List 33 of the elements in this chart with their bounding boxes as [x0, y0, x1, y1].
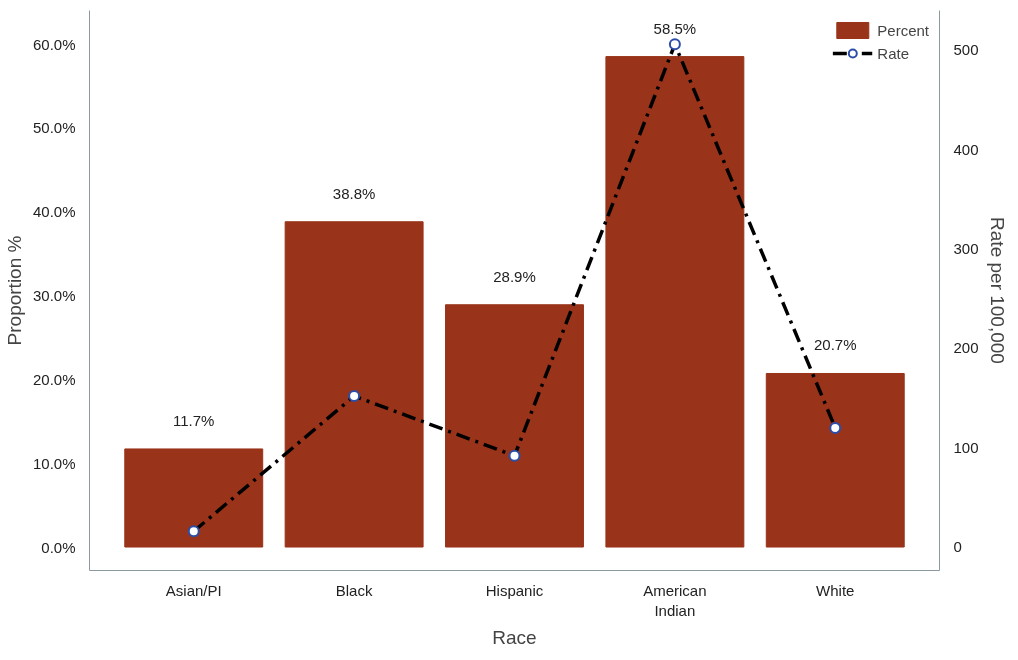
data-label: 11.7%: [173, 411, 215, 429]
legend-label: Rate: [877, 44, 909, 62]
data-label: 38.8%: [332, 184, 376, 202]
y-tick-label: 10.0%: [32, 454, 76, 472]
x-tick-label: American Indian: [643, 581, 707, 619]
y2-tick-label: 100: [953, 438, 979, 456]
y2-tick-label: 0: [953, 538, 962, 556]
y2-tick-label: 200: [953, 339, 979, 357]
data-label: 58.5%: [653, 19, 697, 37]
x-tick-label: White: [816, 581, 855, 599]
y-tick-label: 60.0%: [32, 35, 76, 53]
y-tick-label: 50.0%: [32, 119, 76, 137]
bar: [284, 221, 424, 548]
bar: [445, 304, 584, 548]
y2-tick-label: 400: [953, 140, 979, 158]
data-label: 20.7%: [813, 336, 857, 354]
y-tick-label: 0.0%: [41, 538, 76, 556]
y2-tick-label: 500: [953, 41, 979, 59]
bar: [605, 56, 745, 548]
y-tick-label: 20.0%: [32, 370, 76, 388]
y2-tick-label: 300: [953, 240, 979, 258]
bar: [765, 372, 905, 548]
bar: [124, 448, 264, 548]
x-tick-label: Hispanic: [485, 581, 544, 599]
y-axis-title: Proportion %: [3, 235, 25, 346]
y-tick-label: 30.0%: [32, 287, 76, 305]
y-tick-label: 40.0%: [32, 203, 76, 221]
data-label: 28.9%: [493, 267, 536, 285]
y2-axis-title: Rate per 100,000: [986, 217, 1008, 364]
x-tick-label: Asian/PI: [165, 581, 222, 599]
legend-label: Percent: [877, 21, 929, 39]
x-tick-label: Black: [335, 581, 373, 599]
x-axis-title: Race: [492, 626, 537, 648]
